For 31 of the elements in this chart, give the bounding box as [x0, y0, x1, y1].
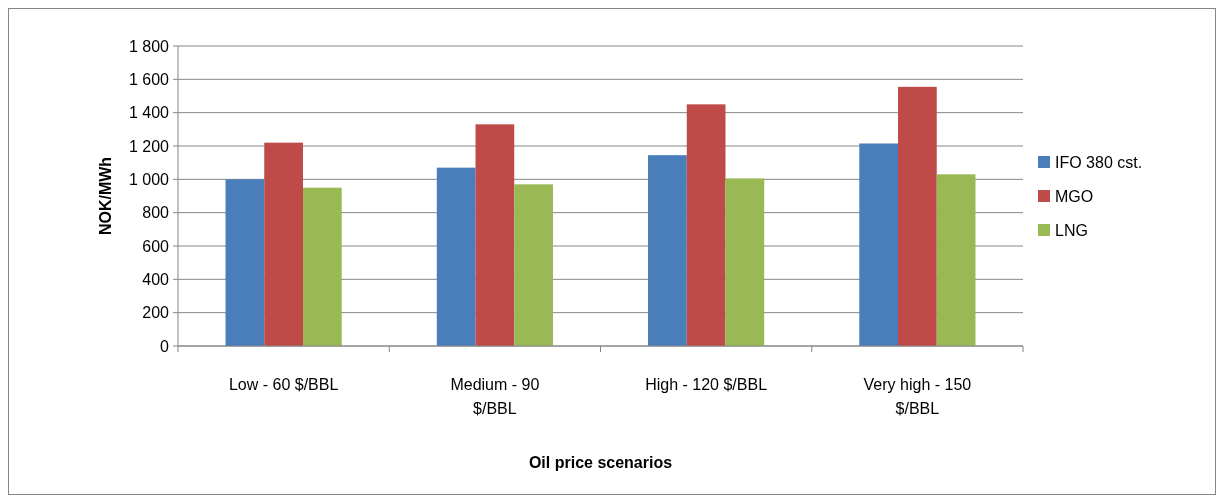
y-axis-title: NOK/MWh — [97, 156, 114, 236]
y-tick-label: 1 800 — [128, 37, 170, 55]
bar — [725, 178, 765, 346]
y-tick-label: 1 600 — [128, 70, 170, 88]
x-axis-title: Oil price scenarios — [528, 454, 673, 471]
bar — [648, 155, 687, 346]
y-tick-label: 1 200 — [128, 137, 170, 155]
bar — [514, 184, 553, 346]
x-tick-label: Medium - 90 $/BBL — [450, 376, 540, 417]
bar — [225, 179, 265, 346]
legend-label: IFO 380 cst. — [1055, 153, 1143, 171]
y-tick-label: 0 — [160, 337, 170, 355]
bar — [302, 187, 342, 346]
y-tick-label: 600 — [142, 237, 170, 255]
y-tick-label: 400 — [142, 270, 170, 288]
bar — [859, 143, 899, 346]
bar — [936, 174, 976, 346]
bar — [475, 124, 515, 346]
bar — [264, 142, 303, 346]
y-tick-label: 1 000 — [128, 170, 170, 188]
bar — [436, 167, 476, 346]
x-tick-label: Very high - 150 $/BBL — [863, 376, 972, 417]
bar — [686, 104, 726, 346]
legend-label: LNG — [1055, 221, 1088, 239]
y-tick-label: 1 400 — [128, 104, 170, 122]
y-tick-label: 800 — [142, 204, 170, 222]
y-tick-label: 200 — [142, 304, 170, 322]
bar — [898, 86, 937, 346]
x-tick-label: High - 120 $/BBL — [645, 376, 768, 393]
x-tick-label: Low - 60 $/BBL — [228, 376, 339, 393]
legend-label: MGO — [1055, 187, 1094, 205]
